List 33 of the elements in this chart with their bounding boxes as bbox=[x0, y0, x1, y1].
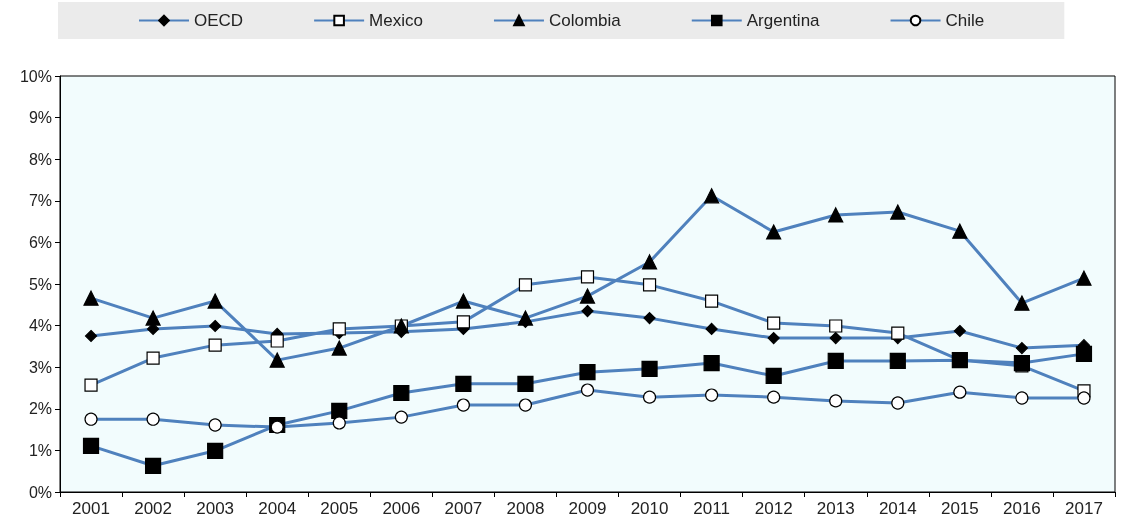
x-tick-label: 2011 bbox=[693, 499, 730, 518]
x-tick-label: 2006 bbox=[382, 499, 421, 518]
y-tick-label: 6% bbox=[28, 233, 52, 251]
y-tick-label: 5% bbox=[28, 275, 52, 293]
legend-label: Colombia bbox=[548, 11, 622, 30]
x-tick-label: 2013 bbox=[816, 499, 855, 518]
x-tick-label: 2009 bbox=[568, 499, 607, 518]
x-tick-label: 2001 bbox=[72, 499, 110, 518]
y-tick-label: 0% bbox=[28, 483, 52, 501]
x-tick-label: 2002 bbox=[134, 499, 172, 518]
y-tick-label: 9% bbox=[28, 109, 52, 127]
x-tick-label: 2014 bbox=[878, 499, 917, 518]
legend-label: Mexico bbox=[369, 11, 423, 30]
legend-label: Argentina bbox=[746, 11, 821, 30]
x-tick-label: 2004 bbox=[258, 499, 297, 518]
x-tick-label: 2012 bbox=[754, 499, 793, 518]
x-tick-label: 2017 bbox=[1065, 499, 1103, 518]
y-tick-label: 4% bbox=[28, 317, 52, 335]
y-tick-label: 8% bbox=[28, 150, 52, 168]
x-tick-label: 2015 bbox=[940, 499, 979, 518]
x-tick-label: 2007 bbox=[444, 499, 483, 518]
x-tick-label: 2008 bbox=[506, 499, 545, 518]
y-tick-label: 1% bbox=[28, 441, 52, 459]
y-tick-label: 10% bbox=[19, 67, 52, 85]
x-tick-label: 2010 bbox=[630, 499, 669, 518]
legend-label: OECD bbox=[194, 11, 244, 30]
x-tick-label: 2003 bbox=[196, 499, 235, 518]
legend-label: Chile bbox=[945, 11, 985, 30]
y-tick-label: 7% bbox=[28, 192, 52, 210]
x-tick-label: 2016 bbox=[1003, 499, 1041, 518]
y-tick-label: 3% bbox=[28, 358, 52, 376]
x-tick-label: 2005 bbox=[320, 499, 359, 518]
y-tick-label: 2% bbox=[28, 400, 52, 418]
